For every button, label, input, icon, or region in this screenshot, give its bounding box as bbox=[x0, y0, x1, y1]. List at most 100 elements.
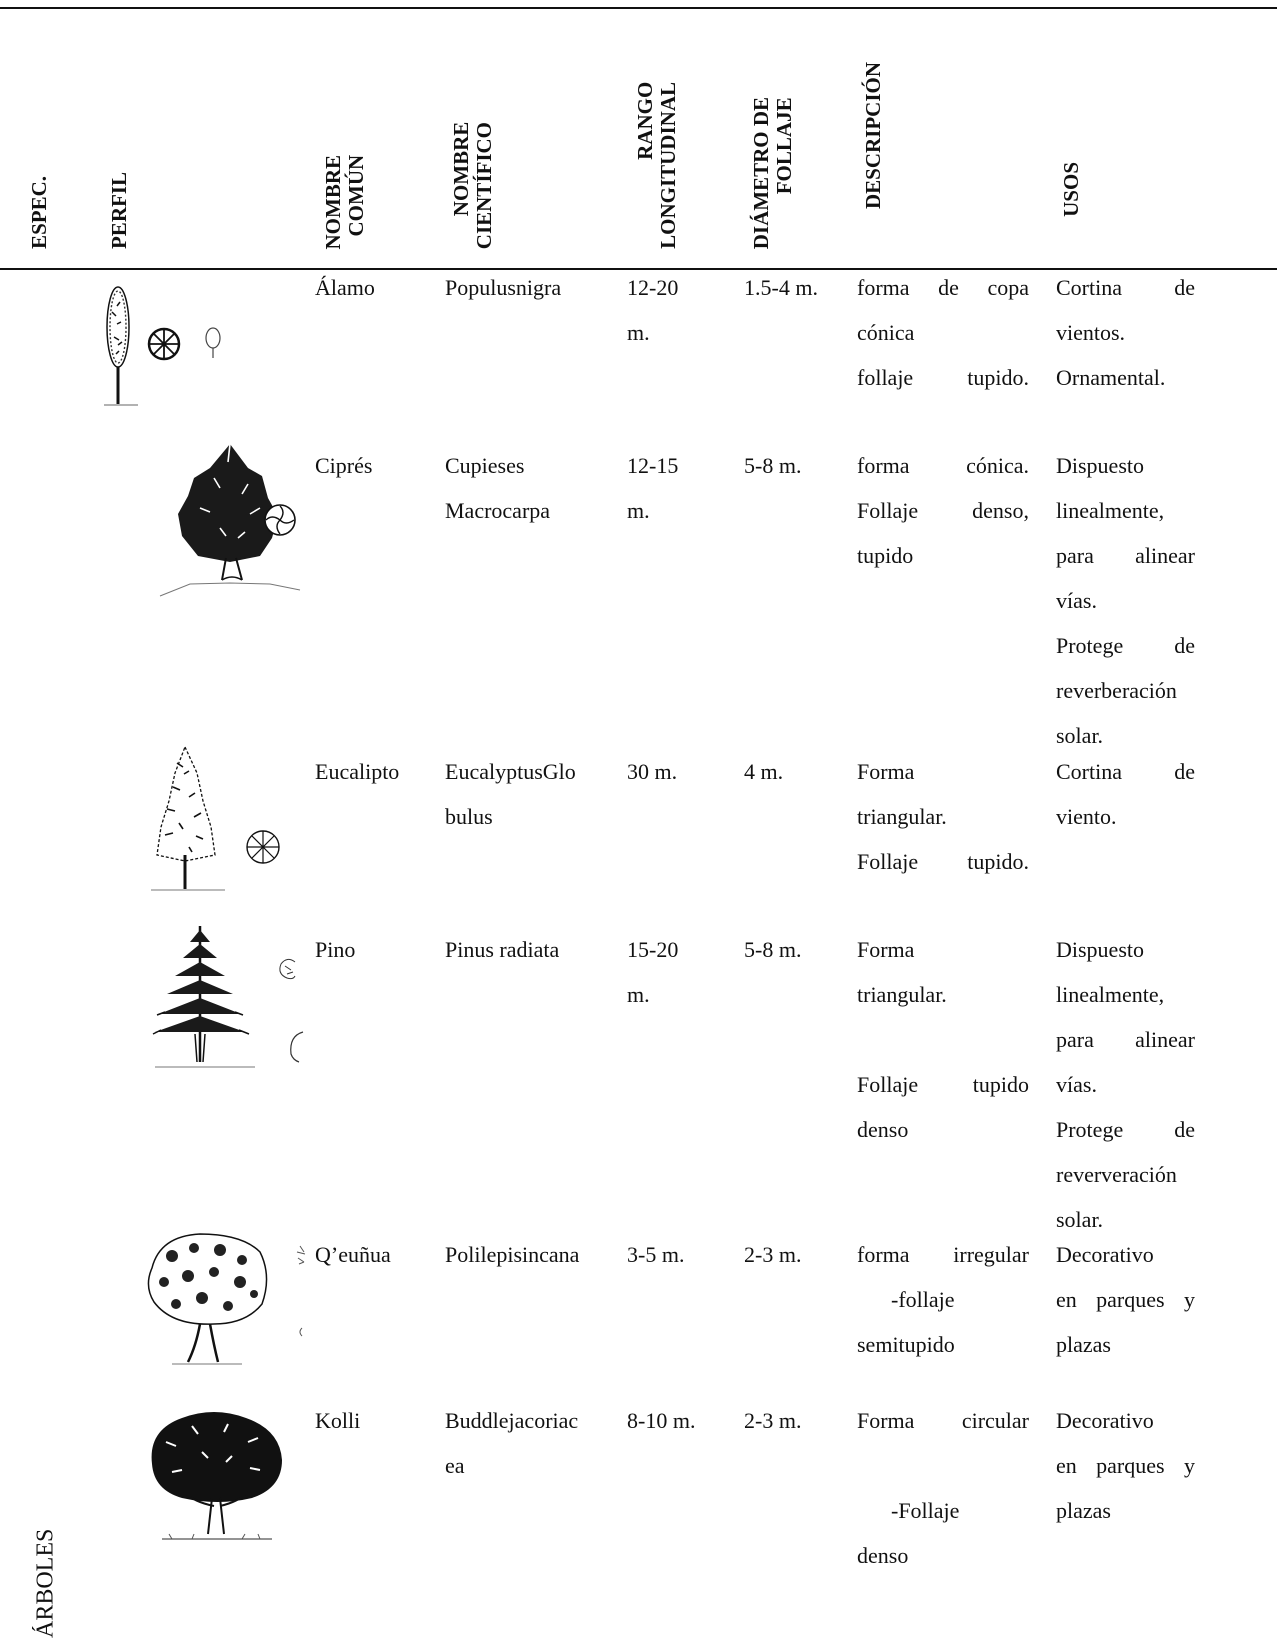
rango-text: m. bbox=[627, 982, 650, 1007]
comun-text: Kolli bbox=[315, 1408, 361, 1433]
usos-text: Cortina de bbox=[1056, 759, 1195, 784]
cell-comun: Álamo bbox=[315, 265, 425, 310]
cientifico-text: bulus bbox=[445, 804, 493, 829]
usos-text: Protege de bbox=[1056, 1117, 1195, 1142]
cell-usos: Decorativo en parques y plazas bbox=[1056, 1232, 1195, 1367]
header-diametro-line1: DIÁMETRO DE bbox=[749, 96, 773, 249]
descripcion-text: follaje tupido. bbox=[857, 365, 1029, 390]
usos-text: viento. bbox=[1056, 804, 1117, 829]
header-nombre-cientifico-line2: CIENTÍFICO bbox=[472, 121, 496, 249]
header-rango-line1: RANGO bbox=[633, 82, 657, 161]
header-descripcion: DESCRIPCIÓN bbox=[861, 9, 896, 267]
cientifico-text: Macrocarpa bbox=[445, 498, 551, 523]
pine-tree-icon bbox=[152, 926, 304, 1068]
diametro-text: 5-8 m. bbox=[744, 453, 802, 478]
diametro-text: 2-3 m. bbox=[744, 1408, 802, 1433]
cientifico-text: ea bbox=[445, 1453, 465, 1478]
cell-comun: Eucalipto bbox=[315, 749, 425, 794]
rango-text: m. bbox=[627, 320, 650, 345]
usos-text: Ornamental. bbox=[1056, 365, 1166, 390]
descripcion-text: Forma bbox=[857, 937, 915, 962]
descripcion-text: Follaje tupido bbox=[857, 1072, 1029, 1097]
diametro-text: 4 m. bbox=[744, 759, 784, 784]
comun-text: Pino bbox=[315, 937, 356, 962]
header-nombre-cientifico: NOMBRE CIENTÍFICO bbox=[449, 9, 510, 267]
header-diametro-line2: FOLLAJE bbox=[772, 96, 796, 194]
cell-descripcion: Forma triangular. Follaje tupido denso bbox=[857, 927, 1029, 1152]
descripcion-text: Follaje denso, bbox=[857, 498, 1029, 523]
usos-text: en parques y bbox=[1056, 1287, 1195, 1312]
cientifico-text: EucalyptusGlo bbox=[445, 759, 576, 784]
header-descripcion-label: DESCRIPCIÓN bbox=[861, 61, 885, 209]
header-espec-label: ESPEC. bbox=[27, 176, 51, 249]
cell-usos: Dispuesto linealmente, para alinear vías. Pro… bbox=[1056, 443, 1195, 758]
usos-text: para alinear bbox=[1056, 543, 1195, 568]
header-usos: USOS bbox=[1059, 9, 1094, 267]
usos-text: Decorativo bbox=[1056, 1408, 1154, 1433]
descripcion-text: forma irregular bbox=[857, 1242, 1029, 1267]
descripcion-text: forma cónica. bbox=[857, 453, 1029, 478]
cell-diametro: 1.5-4 m. bbox=[744, 265, 844, 310]
descripcion-text: semitupido bbox=[857, 1332, 955, 1357]
cell-cientifico: Polilepisincana bbox=[445, 1232, 610, 1277]
descripcion-text: -Follaje bbox=[891, 1498, 960, 1523]
usos-text: Dispuesto bbox=[1056, 453, 1144, 478]
cell-rango: 15-20 m. bbox=[627, 927, 717, 1017]
header-rango-label: RANGO LONGITUDINAL bbox=[633, 82, 682, 249]
descripcion-text: Follaje tupido. bbox=[857, 849, 1029, 874]
header-diametro: DIÁMETRO DE FOLLAJE bbox=[749, 9, 810, 267]
cell-usos: Decorativo en parques y plazas bbox=[1056, 1398, 1195, 1533]
usos-text: Decorativo bbox=[1056, 1242, 1154, 1267]
descripcion-text: cónica bbox=[857, 320, 915, 345]
usos-text: Cortina de bbox=[1056, 275, 1195, 300]
cell-comun: Ciprés bbox=[315, 443, 425, 488]
cientifico-text: Pinus radiata bbox=[445, 937, 560, 962]
cell-diametro: 2-3 m. bbox=[744, 1398, 844, 1443]
cell-usos: Cortina de vientos. Ornamental. bbox=[1056, 265, 1195, 400]
comun-text: Álamo bbox=[315, 275, 375, 300]
usos-text: vientos. bbox=[1056, 320, 1126, 345]
header-nombre-comun-label: NOMBRE COMÚN bbox=[321, 155, 370, 250]
cell-rango: 30 m. bbox=[627, 749, 717, 794]
usos-text: linealmente, bbox=[1056, 982, 1165, 1007]
header-perfil-label: PERFIL bbox=[107, 171, 131, 249]
descripcion-text: triangular. bbox=[857, 982, 947, 1007]
rango-text: 8-10 m. bbox=[627, 1408, 696, 1433]
usos-text: en parques y bbox=[1056, 1453, 1195, 1478]
cell-cientifico: Populusnigra bbox=[445, 265, 610, 310]
queuna-tree-icon bbox=[147, 1233, 306, 1365]
usos-text: para alinear bbox=[1056, 1027, 1195, 1052]
cell-diametro: 5-8 m. bbox=[744, 927, 844, 972]
kolli-tree-icon bbox=[151, 1412, 282, 1540]
cell-comun: Q’euñua bbox=[315, 1232, 425, 1277]
cell-descripcion: forma irregular -follaje semitupido bbox=[857, 1232, 1029, 1367]
cell-rango: 3-5 m. bbox=[627, 1232, 717, 1277]
cell-descripcion: Forma circular -Follaje denso bbox=[857, 1398, 1029, 1578]
table-top-rule bbox=[0, 7, 1277, 9]
header-espec: ESPEC. bbox=[27, 9, 62, 267]
cell-diametro: 4 m. bbox=[744, 749, 844, 794]
rango-text: 30 m. bbox=[627, 759, 678, 784]
rango-text: 12-20 bbox=[627, 275, 679, 300]
descripcion-text: denso bbox=[857, 1543, 909, 1568]
descripcion-text: tupido bbox=[857, 543, 914, 568]
descripcion-text: denso bbox=[857, 1117, 909, 1142]
cientifico-text: Polilepisincana bbox=[445, 1242, 580, 1267]
usos-text: reverberación bbox=[1056, 678, 1177, 703]
usos-text: solar. bbox=[1056, 1207, 1104, 1232]
diametro-text: 1.5-4 m. bbox=[744, 275, 818, 300]
cypress-tree-icon bbox=[159, 443, 301, 597]
descripcion-text bbox=[857, 1443, 1029, 1488]
rango-text: 3-5 m. bbox=[627, 1242, 685, 1267]
header-nombre-comun: NOMBRE COMÚN bbox=[321, 9, 382, 267]
usos-text: plazas bbox=[1056, 1332, 1111, 1357]
cell-cientifico: Pinus radiata bbox=[445, 927, 610, 972]
descripcion-text: Forma bbox=[857, 759, 915, 784]
cell-descripcion: forma de copa cónica follaje tupido. bbox=[857, 265, 1029, 400]
usos-text: vías. bbox=[1056, 1072, 1097, 1097]
rango-text: 12-15 bbox=[627, 453, 679, 478]
usos-text: solar. bbox=[1056, 723, 1104, 748]
cell-rango: 12-20 m. bbox=[627, 265, 717, 355]
header-perfil: PERFIL bbox=[107, 9, 142, 267]
header-rango-line2: LONGITUDINAL bbox=[656, 82, 680, 249]
